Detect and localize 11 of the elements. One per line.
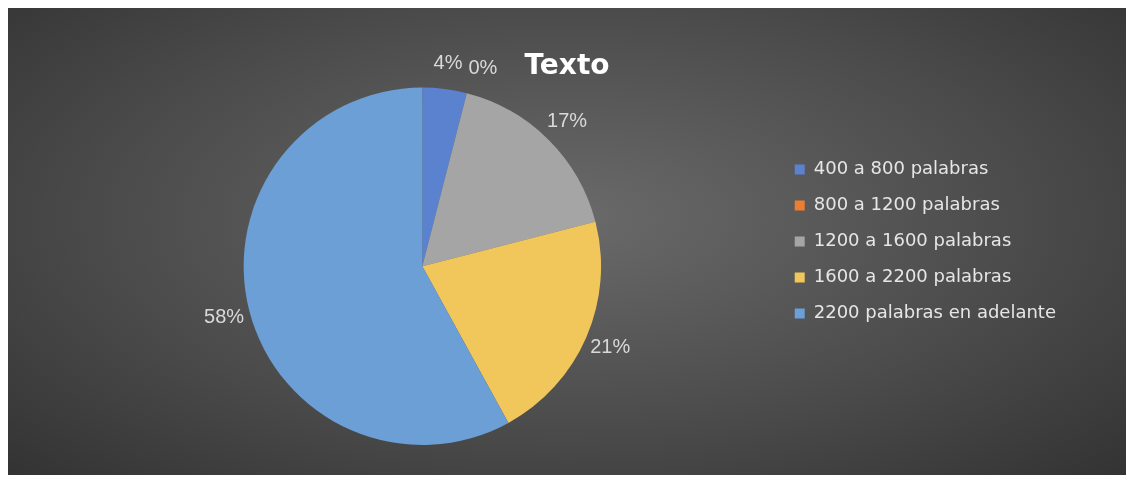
data-label: 58% (204, 304, 245, 327)
legend-label: 1600 a 2200 palabras (813, 265, 1012, 287)
chart-title: Texto (524, 48, 610, 82)
legend-label: 800 a 1200 palabras (813, 193, 1000, 215)
data-label: 21% (590, 335, 631, 358)
legend-label: 1200 a 1600 palabras (813, 229, 1012, 251)
data-label: 4% (433, 50, 463, 73)
data-label: 17% (547, 109, 588, 132)
text: 0% (468, 55, 498, 78)
legend-label: 400 a 800 palabras (813, 157, 989, 179)
legend-label: 2200 palabras en adelante (813, 301, 1056, 323)
